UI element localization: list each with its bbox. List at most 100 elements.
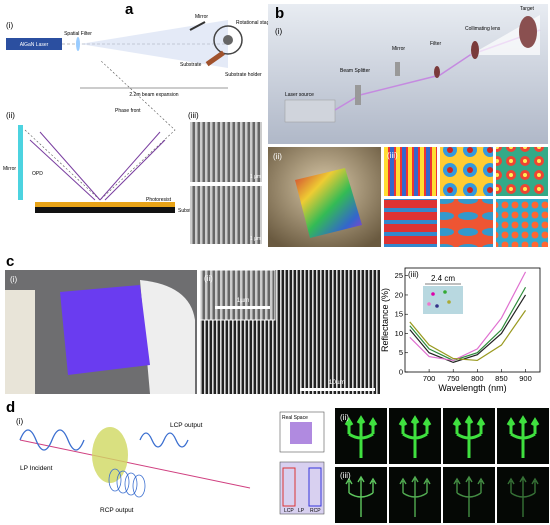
label: Substrate bbox=[180, 62, 202, 68]
laser-box bbox=[6, 38, 62, 50]
sub-label: (iii) bbox=[188, 111, 199, 120]
scale-bar bbox=[215, 306, 270, 309]
label: 2.2m beam expansion bbox=[129, 92, 178, 98]
x-tick-label: 750 bbox=[447, 374, 460, 383]
laser-source bbox=[284, 99, 336, 123]
y-axis-label: Reflectance (%) bbox=[380, 288, 390, 352]
sem-inset bbox=[199, 269, 276, 321]
series-line bbox=[409, 294, 527, 364]
laser-label: AlGaN Laser bbox=[20, 42, 49, 48]
beam-axis bbox=[19, 439, 251, 489]
sub-label: (i) bbox=[6, 21, 13, 30]
rcp-helix bbox=[108, 468, 146, 498]
inset-dot bbox=[435, 304, 439, 308]
label: OPD bbox=[32, 171, 43, 177]
rotational-stage bbox=[213, 25, 243, 55]
sem-image bbox=[190, 186, 262, 244]
label: Real Space bbox=[282, 415, 308, 421]
trident bbox=[452, 415, 486, 458]
sub-label: (i) bbox=[10, 275, 17, 284]
scale-bar bbox=[300, 388, 375, 391]
label: Photoresist bbox=[146, 197, 172, 203]
real-space-square bbox=[290, 422, 312, 444]
inset-dot bbox=[443, 290, 447, 294]
scale-label: 10µm bbox=[329, 379, 345, 386]
trident bbox=[399, 475, 431, 517]
sub-label: (iii) bbox=[340, 471, 351, 480]
mirror-bar bbox=[18, 125, 23, 200]
pattern bbox=[384, 147, 437, 196]
sub-label: (iii) bbox=[387, 151, 398, 160]
trident bbox=[398, 415, 432, 458]
lcp-region bbox=[282, 467, 296, 507]
trident bbox=[453, 475, 485, 517]
label: Substrate holder bbox=[225, 72, 262, 78]
inset-dot bbox=[447, 300, 451, 304]
filter bbox=[434, 66, 440, 78]
pattern bbox=[440, 147, 493, 196]
scale-label: 1µm bbox=[237, 297, 250, 304]
label: Laser source bbox=[285, 92, 314, 98]
panel-d: d (i) LCP output LP Incident RCP output … bbox=[6, 399, 549, 523]
reflectance-chart: 0 5 10 15 20 25 700 750 800 850 900 Wavelength (nm)… bbox=[380, 267, 541, 393]
trident bbox=[344, 415, 378, 458]
label: RCP output bbox=[100, 507, 134, 514]
pattern bbox=[496, 199, 548, 247]
trident bbox=[507, 475, 539, 517]
panel-label: c bbox=[6, 253, 14, 270]
label: Beam Splitter bbox=[340, 68, 370, 74]
chart-annotation: 2.4 cm bbox=[431, 274, 455, 283]
label: Phase front bbox=[115, 108, 141, 114]
panel-label: b bbox=[275, 5, 284, 22]
lcp-wave bbox=[139, 432, 189, 448]
y-tick-label: 25 bbox=[395, 271, 403, 280]
sample bbox=[60, 285, 150, 375]
x-axis-label: Wavelength (nm) bbox=[438, 383, 506, 393]
label: Mirror bbox=[3, 166, 16, 172]
scale-label: 1 μm bbox=[250, 174, 261, 180]
x-tick-label: 900 bbox=[519, 374, 532, 383]
y-tick-label: 15 bbox=[395, 310, 403, 319]
trident bbox=[345, 475, 377, 517]
mirror bbox=[189, 21, 206, 31]
trident bbox=[506, 415, 540, 458]
panel-label: a bbox=[125, 1, 134, 18]
hologram-grid bbox=[335, 408, 549, 523]
panel-b: b (i) Target Collimating lens Filter Mir… bbox=[268, 4, 548, 247]
label: LP bbox=[298, 508, 305, 514]
series-line bbox=[409, 286, 527, 362]
setup-render bbox=[268, 4, 548, 144]
inset-dot bbox=[431, 292, 435, 296]
sub-label: (ii) bbox=[204, 274, 213, 283]
sub-label: (ii) bbox=[273, 152, 282, 161]
x-tick-label: 800 bbox=[471, 374, 484, 383]
grating-sample bbox=[295, 168, 362, 238]
panel-label: d bbox=[6, 399, 15, 416]
label: LCP bbox=[284, 508, 294, 514]
k-space-box bbox=[279, 461, 325, 515]
real-space-box bbox=[279, 411, 325, 453]
metasurface bbox=[92, 427, 128, 483]
splitter bbox=[355, 85, 361, 105]
lp-wave bbox=[19, 429, 85, 451]
y-tick-label: 5 bbox=[399, 348, 403, 357]
y-tick-label: 20 bbox=[395, 290, 403, 299]
pattern bbox=[440, 199, 493, 247]
inset bbox=[423, 286, 463, 314]
rays bbox=[29, 131, 166, 201]
stage-center bbox=[223, 35, 233, 45]
inset-dot bbox=[427, 302, 431, 306]
substrate-bar bbox=[35, 207, 175, 213]
rcp-region bbox=[308, 467, 322, 507]
scale-label: 1 μm bbox=[250, 236, 261, 242]
label: Collimating lens bbox=[465, 26, 501, 32]
target bbox=[519, 16, 537, 48]
label: Substrate bbox=[178, 208, 200, 214]
sub-label: (i) bbox=[275, 27, 282, 36]
label: LCP output bbox=[170, 422, 203, 429]
label: LP Incident bbox=[20, 465, 53, 472]
label: RCP bbox=[310, 508, 321, 514]
sub-label: (ii) bbox=[6, 111, 15, 120]
